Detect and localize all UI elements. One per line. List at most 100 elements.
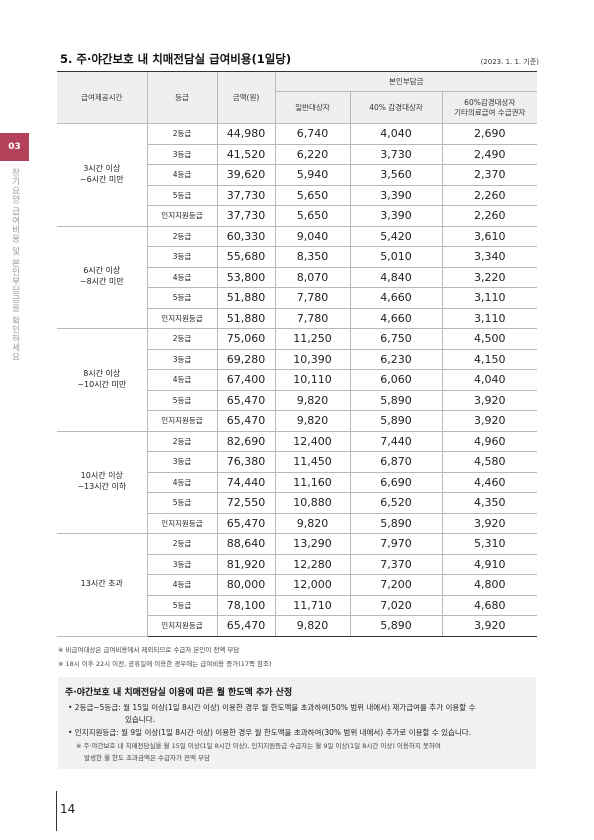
- time-range-line2: ~8시간 미만: [79, 277, 124, 287]
- general-copay-cell: 9,820: [274, 512, 351, 534]
- general-copay-cell: 7,780: [274, 287, 351, 309]
- cost-table: 급여제공시간 등급 금액(원) 본인부담금 일반대상자 40% 감경대상자 60…: [57, 72, 538, 637]
- chapter-badge: 03: [0, 133, 29, 161]
- amount-cell: 80,000: [216, 574, 276, 596]
- grade-cell: 3등급: [147, 451, 218, 473]
- reduced-60-copay-cell: 2,490: [441, 143, 538, 165]
- table-row: 4등급 67,400 10,110 6,060 4,040: [57, 369, 538, 391]
- table-row: 5등급 65,470 9,820 5,890 3,920: [57, 389, 538, 411]
- amount-cell: 53,800: [216, 266, 276, 288]
- limit-info-bullet-grades-line1: • 2등급~5등급: 월 15일 이상(1일 8시간 이상) 이용한 경우 월 …: [68, 703, 476, 712]
- table-row: 인지지원등급 37,730 5,650 3,390 2,260: [57, 205, 538, 227]
- reduced-60-copay-cell: 4,500: [441, 328, 538, 350]
- reduced-40-copay-cell: 7,200: [349, 574, 443, 596]
- amount-cell: 41,520: [216, 143, 276, 165]
- reduced-60-copay-cell: 4,910: [441, 553, 538, 575]
- reduced-40-copay-cell: 6,230: [349, 348, 443, 370]
- reduced-60-copay-cell: 2,690: [441, 123, 538, 145]
- grade-cell: 3등급: [147, 553, 218, 575]
- reduced-40-copay-cell: 7,440: [349, 430, 443, 452]
- table-row: 13시간 초과 2등급 88,640 13,290 7,970 5,310: [57, 533, 538, 637]
- header-general: 일반대상자: [275, 91, 351, 124]
- table-row: 4등급 80,000 12,000 7,200 4,800: [57, 574, 538, 596]
- reduced-60-copay-cell: 3,340: [441, 246, 538, 268]
- reduced-40-copay-cell: 4,660: [349, 287, 443, 309]
- reduced-40-copay-cell: 5,010: [349, 246, 443, 268]
- limit-info-bullet-grades: • 2등급~5등급: 월 15일 이상(1일 8시간 이상) 이용한 경우 월 …: [68, 702, 528, 726]
- table-row: 인지지원등급 65,470 9,820 5,890 3,920: [57, 512, 538, 534]
- table-row: 4등급 53,800 8,070 4,840 3,220: [57, 266, 538, 288]
- reduced-40-copay-cell: 3,730: [349, 143, 443, 165]
- header-copay-group: 본인부담금: [274, 72, 538, 92]
- reduced-40-copay-cell: 3,390: [349, 184, 443, 206]
- limit-info-note: ※ 주·야간보호 내 치매전담실을 월 15일 이상(1일 8시간 이상), 인…: [76, 740, 531, 764]
- general-copay-cell: 11,160: [274, 471, 351, 493]
- reduced-60-copay-cell: 3,920: [441, 615, 538, 637]
- general-copay-cell: 7,780: [274, 307, 351, 329]
- amount-cell: 65,470: [216, 512, 276, 534]
- grade-cell: 5등급: [147, 287, 218, 309]
- reduced-40-copay-cell: 7,020: [349, 594, 443, 616]
- general-copay-cell: 10,880: [274, 492, 351, 514]
- grade-cell: 4등급: [147, 164, 218, 186]
- reduced-40-copay-cell: 6,690: [349, 471, 443, 493]
- reduced-40-copay-cell: 6,750: [349, 328, 443, 350]
- reduced-60-copay-cell: 3,110: [441, 307, 538, 329]
- reduced-60-copay-cell: 2,370: [441, 164, 538, 186]
- grade-cell: 4등급: [147, 471, 218, 493]
- general-copay-cell: 12,400: [274, 430, 351, 452]
- reduced-40-copay-cell: 4,840: [349, 266, 443, 288]
- general-copay-cell: 12,280: [274, 553, 351, 575]
- amount-cell: 69,280: [216, 348, 276, 370]
- general-copay-cell: 8,070: [274, 266, 351, 288]
- grade-cell: 2등급: [146, 328, 218, 350]
- table-row: 인지지원등급 51,880 7,780 4,660 3,110: [57, 307, 538, 329]
- reduced-60-copay-cell: 4,350: [441, 492, 538, 514]
- header-reduced-40: 40% 감경대상자: [349, 91, 443, 124]
- amount-cell: 39,620: [216, 164, 276, 186]
- general-copay-cell: 10,390: [274, 348, 351, 370]
- time-range-cell: 10시간 이상 ~13시간 이하: [57, 430, 148, 534]
- general-copay-cell: 12,000: [274, 574, 351, 596]
- general-copay-cell: 9,820: [274, 410, 351, 432]
- grade-cell: 인지지원등급: [147, 615, 218, 637]
- amount-cell: 37,730: [216, 205, 276, 227]
- general-copay-cell: 11,250: [274, 328, 351, 350]
- amount-cell: 55,680: [216, 246, 276, 268]
- reduced-40-copay-cell: 5,890: [349, 410, 443, 432]
- page-number-rule: [56, 791, 57, 831]
- limit-info-note-line2: 발생한 월 한도 초과금액은 수급자가 전액 부담: [84, 754, 211, 762]
- grade-cell: 2등급: [146, 123, 218, 145]
- time-range-line2: ~10시간 미만: [77, 379, 127, 389]
- table-row: 3등급 69,280 10,390 6,230 4,150: [57, 348, 538, 370]
- grade-cell: 4등급: [147, 574, 218, 596]
- grade-cell: 3등급: [147, 348, 218, 370]
- page-number: 14: [60, 802, 76, 816]
- general-copay-cell: 6,220: [274, 143, 351, 165]
- time-range-line1: 10시간 이상: [80, 471, 123, 481]
- time-range-line1: 3시간 이상: [83, 163, 121, 173]
- amount-cell: 74,440: [216, 471, 276, 493]
- time-range-line1: 6시간 이상: [83, 266, 121, 276]
- grade-cell: 3등급: [147, 246, 218, 268]
- header-amount: 금액(원): [216, 72, 276, 124]
- reduced-40-copay-cell: 4,040: [349, 123, 443, 145]
- reduced-60-copay-cell: 4,040: [441, 369, 538, 391]
- general-copay-cell: 5,940: [274, 164, 351, 186]
- table-row: 10시간 이상 ~13시간 이하 2등급 82,690 12,400 7,440 4,960: [57, 430, 538, 534]
- amount-cell: 78,100: [216, 594, 276, 616]
- time-range-line1: 8시간 이상: [83, 368, 121, 378]
- grade-cell: 인지지원등급: [147, 307, 218, 329]
- amount-cell: 51,880: [216, 287, 276, 309]
- note-noncovered: ※ 비급여대상은 급여비용에서 제외되므로 수급자 본인이 전액 부담: [58, 646, 240, 654]
- grade-cell: 2등급: [146, 225, 218, 247]
- amount-cell: 75,060: [216, 328, 276, 350]
- grade-cell: 5등급: [147, 184, 218, 206]
- time-range-line1: 13시간 초과: [80, 579, 123, 589]
- reduced-60-copay-cell: 4,580: [441, 451, 538, 473]
- reduced-60-copay-cell: 2,260: [441, 184, 538, 206]
- reduced-60-copay-cell: 3,920: [441, 512, 538, 534]
- grade-cell: 3등급: [147, 143, 218, 165]
- reduced-40-copay-cell: 6,520: [349, 492, 443, 514]
- time-range-cell: 6시간 이상 ~8시간 미만: [57, 225, 148, 329]
